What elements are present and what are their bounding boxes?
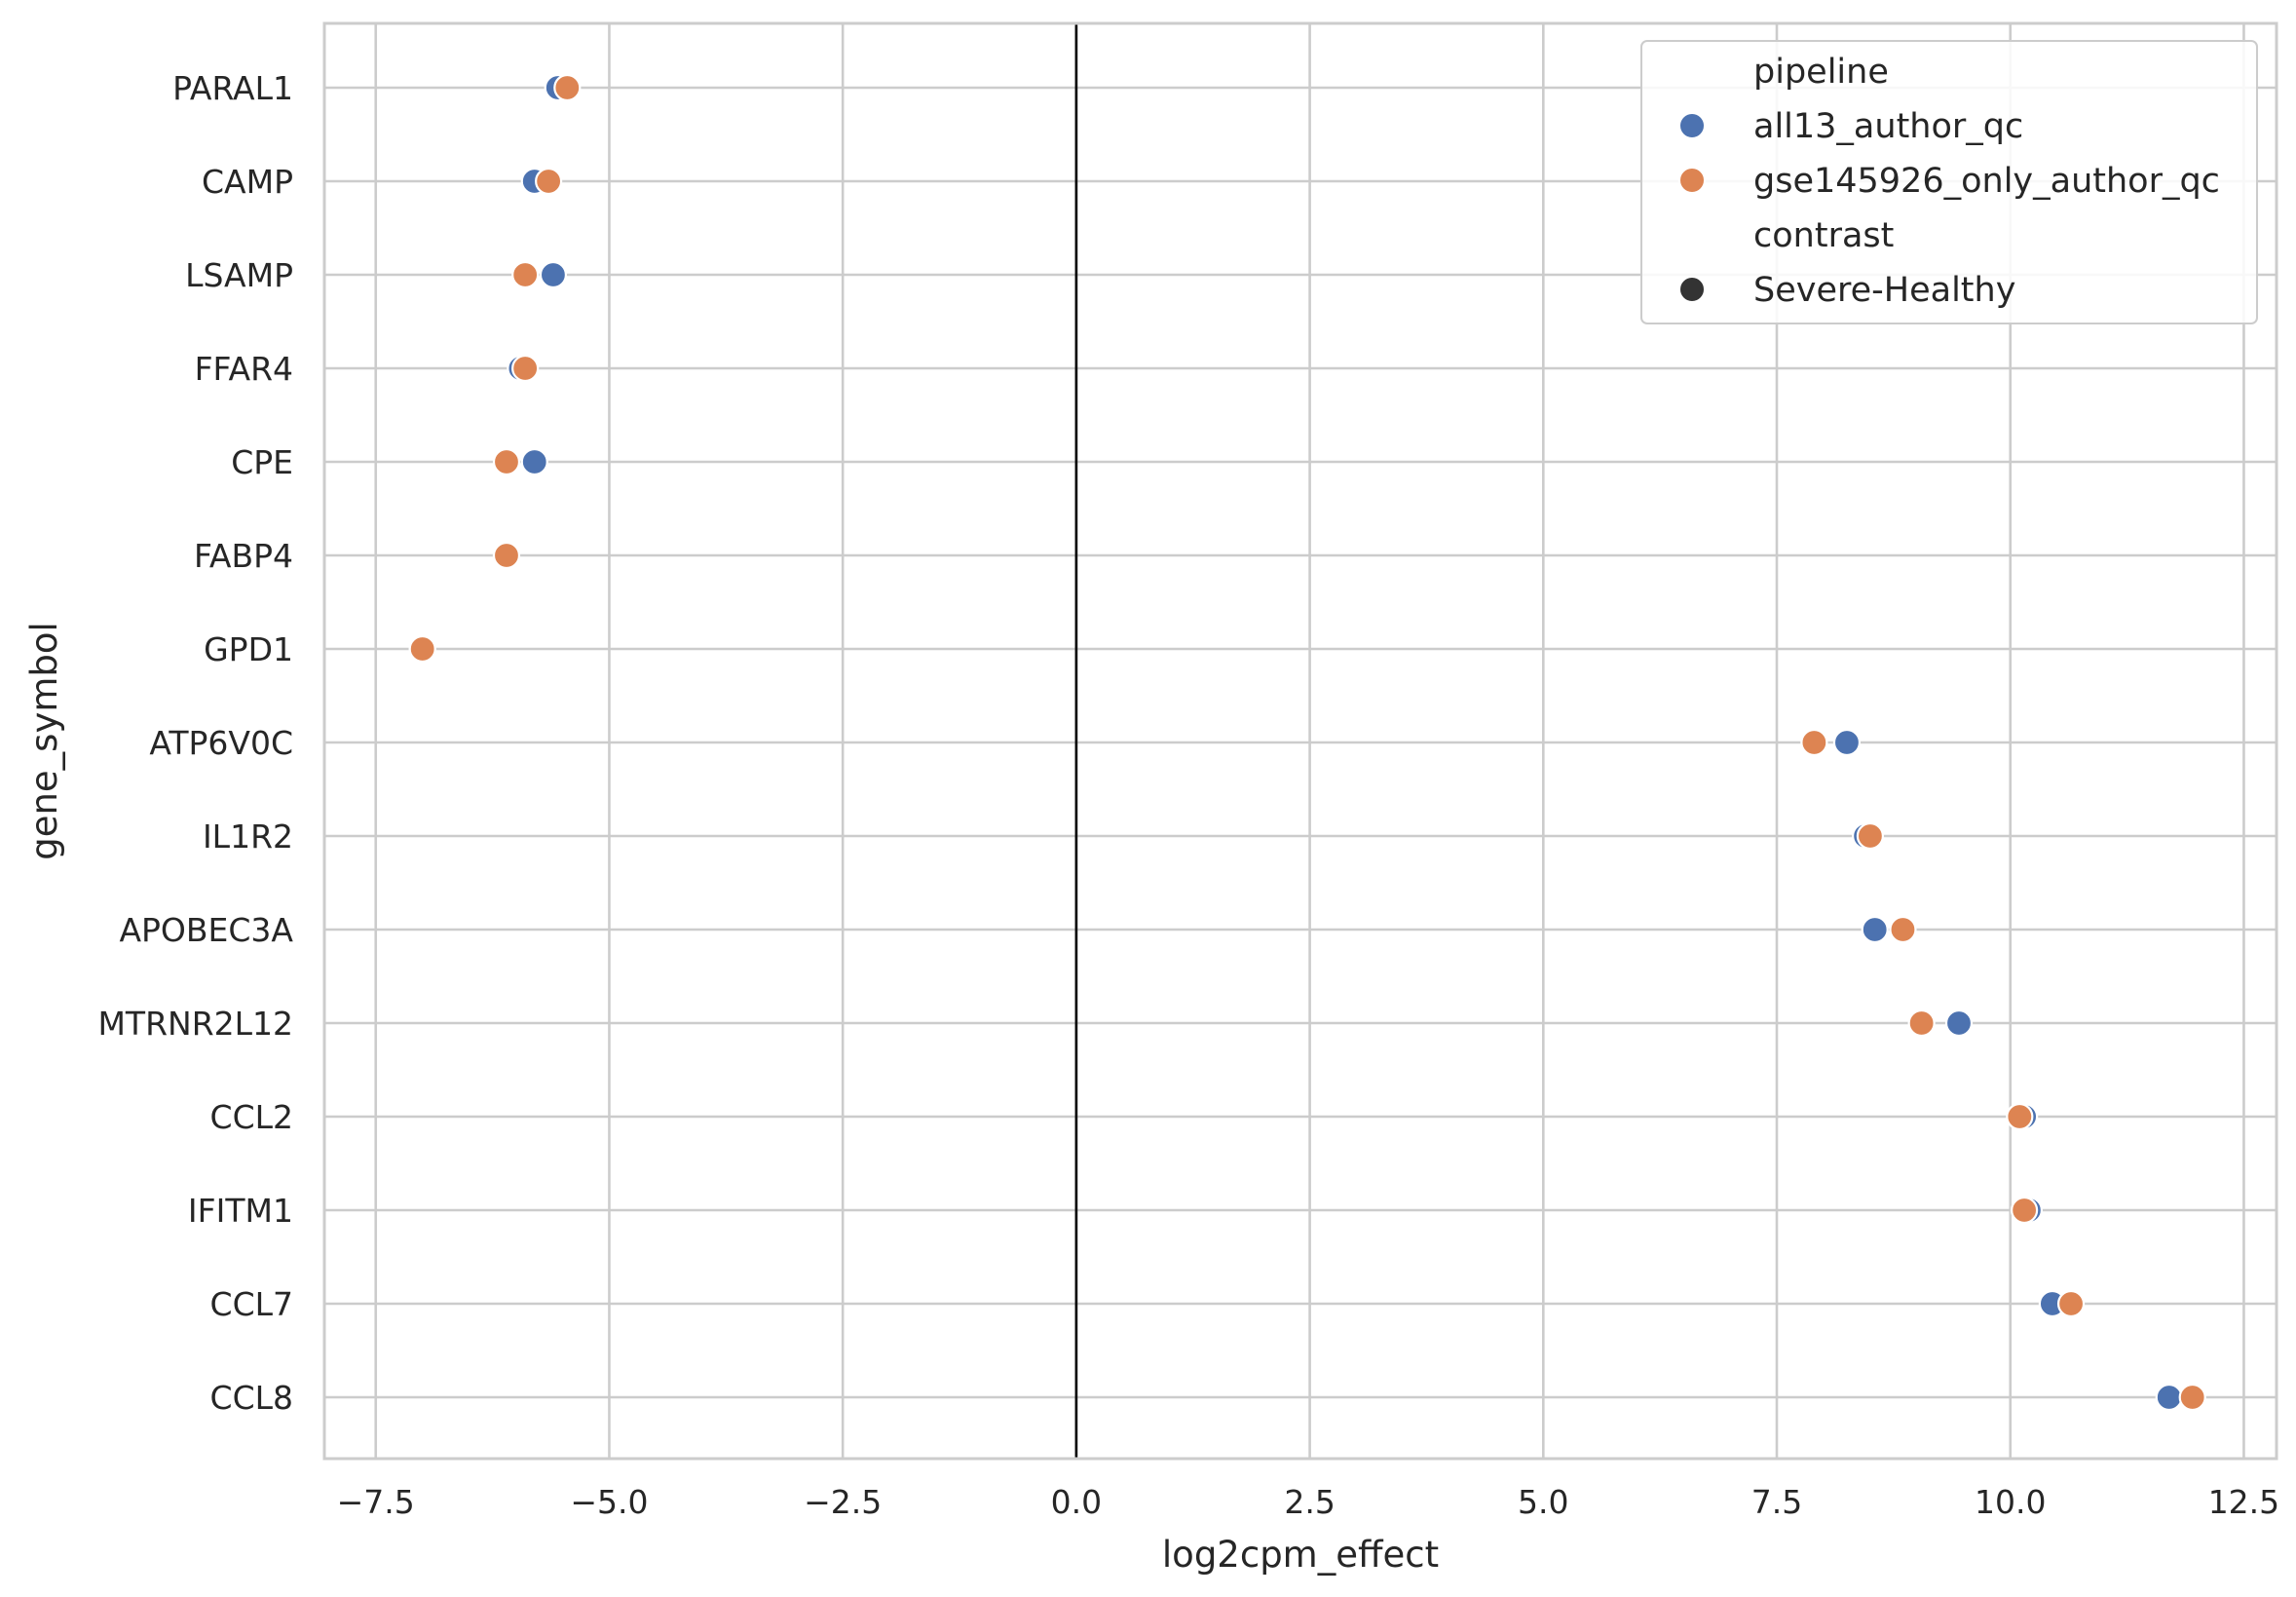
- data-point-gse145926_only_author_qc: [1856, 821, 1884, 851]
- data-point-gse145926_only_author_qc: [2056, 1289, 2086, 1318]
- y-tick-label: FFAR4: [195, 350, 293, 388]
- data-point-gse145926_only_author_qc: [1907, 1008, 1936, 1038]
- y-tick-label: CCL2: [210, 1098, 293, 1136]
- y-tick-label: LSAMP: [185, 256, 293, 294]
- x-tick-label: 2.5: [1284, 1483, 1335, 1521]
- y-tick-labels: PARAL1 CAMP LSAMP FFAR4 CPE FABP4 GPD1 ATP6V0C I…: [97, 69, 293, 1417]
- data-point-all13_author_qc: [520, 447, 548, 476]
- data-point-all13_author_qc: [539, 260, 568, 289]
- data-point-gse145926_only_author_qc: [492, 541, 521, 570]
- y-tick-label: PARAL1: [172, 69, 293, 107]
- data-point-gse145926_only_author_qc: [408, 634, 436, 664]
- x-tick-label: 0.0: [1051, 1483, 1102, 1521]
- data-point-all13_author_qc: [1861, 915, 1889, 944]
- y-axis-label: gene_symbol: [23, 622, 65, 860]
- x-axis-label: log2cpm_effect: [1162, 1534, 1439, 1576]
- legend-marker: [1678, 112, 1706, 139]
- x-tick-label: −5.0: [570, 1483, 648, 1521]
- y-tick-label: GPD1: [204, 630, 293, 668]
- y-tick-label: CCL7: [210, 1285, 293, 1323]
- data-point-all13_author_qc: [1944, 1008, 1974, 1038]
- x-tick-labels: −7.5 −5.0 −2.5 0.0 2.5 5.0 7.5 10.0 12.5: [337, 1483, 2280, 1521]
- legend-label: gse145926_only_author_qc: [1753, 162, 2220, 201]
- data-point-gse145926_only_author_qc: [1800, 728, 1828, 757]
- data-point-gse145926_only_author_qc: [535, 167, 563, 196]
- x-tick-label: −7.5: [337, 1483, 415, 1521]
- x-tick-label: 10.0: [1975, 1483, 2046, 1521]
- plot-frame: [322, 21, 2278, 1461]
- legend-marker: [1678, 276, 1706, 303]
- y-tick-label: CAMP: [202, 163, 293, 201]
- legend-label: all13_author_qc: [1753, 107, 2023, 146]
- legend-label: Severe-Healthy: [1753, 271, 2015, 310]
- y-tick-label: IL1R2: [203, 818, 293, 856]
- data-point-gse145926_only_author_qc: [2006, 1102, 2034, 1131]
- data-point-gse145926_only_author_qc: [511, 260, 540, 289]
- y-tick-label: CCL8: [210, 1379, 293, 1417]
- legend-box: [1640, 40, 2258, 324]
- x-tick-label: 7.5: [1751, 1483, 1802, 1521]
- data-point-gse145926_only_author_qc: [553, 73, 582, 102]
- data-point-gse145926_only_author_qc: [2178, 1383, 2206, 1412]
- x-tick-label: −2.5: [804, 1483, 882, 1521]
- legend-header: pipeline: [1753, 53, 1889, 92]
- y-tick-label: MTRNR2L12: [97, 1005, 293, 1043]
- y-tick-label: ATP6V0C: [149, 724, 293, 762]
- x-tick-label: 12.5: [2208, 1483, 2279, 1521]
- legend: pipeline all13_author_qc gse145926_only_au…: [1640, 40, 2258, 324]
- legend-header: contrast: [1753, 216, 1894, 255]
- data-point-gse145926_only_author_qc: [511, 354, 540, 383]
- x-tick-label: 5.0: [1518, 1483, 1568, 1521]
- points-layer: [408, 73, 2206, 1412]
- data-point-all13_author_qc: [2155, 1383, 2183, 1412]
- data-point-gse145926_only_author_qc: [2011, 1196, 2039, 1225]
- data-point-gse145926_only_author_qc: [492, 447, 521, 476]
- y-tick-label: APOBEC3A: [119, 911, 293, 949]
- data-point-all13_author_qc: [1832, 728, 1862, 757]
- y-tick-label: CPE: [231, 443, 293, 481]
- y-tick-label: FABP4: [194, 537, 293, 575]
- data-point-gse145926_only_author_qc: [1889, 915, 1917, 944]
- legend-marker: [1678, 167, 1706, 194]
- y-tick-label: IFITM1: [188, 1192, 293, 1230]
